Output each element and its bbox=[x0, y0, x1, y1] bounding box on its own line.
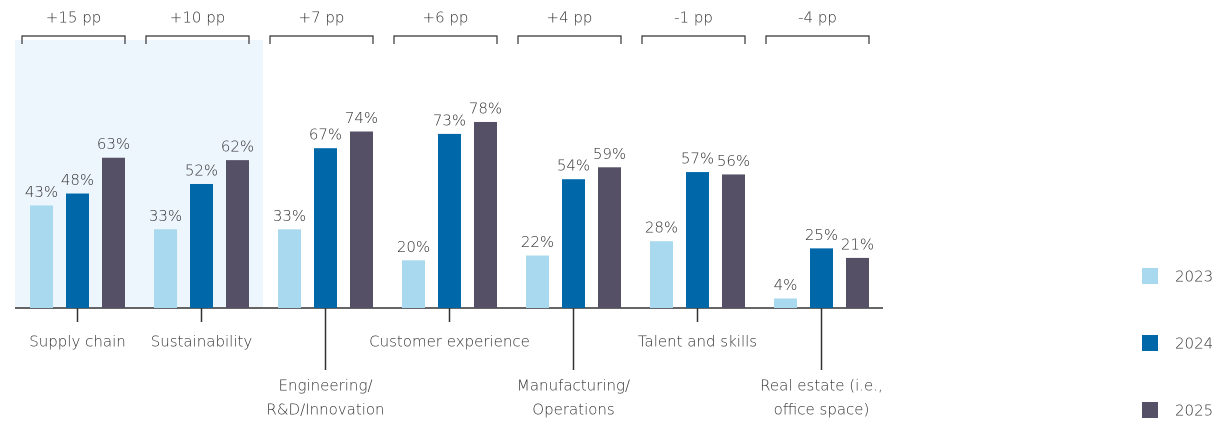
legend-swatch bbox=[1142, 268, 1158, 284]
bar bbox=[278, 229, 301, 308]
bracket bbox=[517, 35, 622, 44]
bar bbox=[722, 174, 745, 308]
value-label: 78% bbox=[469, 99, 502, 117]
value-label: 43% bbox=[25, 183, 58, 201]
bracket bbox=[641, 35, 746, 44]
category-label: Real estate (i.e., bbox=[760, 377, 883, 395]
value-label: 63% bbox=[97, 135, 130, 153]
value-label: 25% bbox=[805, 226, 838, 244]
bar bbox=[686, 172, 709, 308]
difference-label: +4 pp bbox=[547, 9, 593, 27]
bar bbox=[650, 241, 673, 308]
category-label: Engineering/ bbox=[278, 377, 372, 395]
category-label: Manufacturing/ bbox=[517, 377, 630, 395]
category-label: R&D/Innovation bbox=[266, 401, 384, 419]
bar bbox=[314, 148, 337, 308]
value-label: 4% bbox=[774, 276, 798, 294]
value-label: 20% bbox=[397, 238, 430, 256]
bar bbox=[350, 131, 373, 308]
value-label: 33% bbox=[273, 207, 306, 225]
category-label: Supply chain bbox=[29, 333, 126, 351]
bar bbox=[226, 160, 249, 308]
bracket bbox=[393, 35, 498, 44]
bar bbox=[66, 193, 89, 308]
value-label: 67% bbox=[309, 126, 342, 144]
value-label: 74% bbox=[345, 109, 378, 127]
value-label: 48% bbox=[61, 171, 94, 189]
bar bbox=[474, 121, 497, 308]
highlight-band bbox=[15, 40, 263, 308]
category-label: Sustainability bbox=[151, 333, 253, 351]
bar bbox=[526, 255, 549, 308]
difference-label: -1 pp bbox=[674, 9, 713, 27]
bar bbox=[562, 179, 585, 308]
value-label: 62% bbox=[221, 138, 254, 156]
bar bbox=[846, 257, 869, 308]
category-label: Operations bbox=[532, 401, 614, 419]
bar bbox=[190, 183, 213, 308]
value-label: 22% bbox=[521, 233, 554, 251]
value-label: 21% bbox=[841, 235, 874, 253]
difference-label: +7 pp bbox=[299, 9, 345, 27]
value-label: 52% bbox=[185, 161, 218, 179]
value-label: 73% bbox=[433, 111, 466, 129]
bracket bbox=[21, 35, 126, 44]
legend-swatch bbox=[1142, 402, 1158, 418]
bar bbox=[774, 298, 797, 308]
difference-label: +6 pp bbox=[423, 9, 469, 27]
difference-label: +15 pp bbox=[46, 9, 101, 27]
value-label: 54% bbox=[557, 157, 590, 175]
value-label: 57% bbox=[681, 150, 714, 168]
bracket bbox=[765, 35, 870, 44]
bar bbox=[402, 260, 425, 308]
value-label: 33% bbox=[149, 207, 182, 225]
bar bbox=[598, 167, 621, 308]
legend-swatch bbox=[1142, 335, 1158, 351]
bar bbox=[154, 229, 177, 308]
bracket bbox=[269, 35, 374, 44]
value-label: 59% bbox=[593, 145, 626, 163]
value-label: 56% bbox=[717, 152, 750, 170]
bar bbox=[438, 133, 461, 308]
legend-label: 2023 bbox=[1175, 268, 1213, 286]
legend-label: 2024 bbox=[1175, 335, 1213, 353]
difference-label: +10 pp bbox=[170, 9, 225, 27]
difference-label: -4 pp bbox=[798, 9, 837, 27]
bar bbox=[102, 157, 125, 308]
bar bbox=[810, 248, 833, 308]
bracket bbox=[145, 35, 250, 44]
legend-label: 2025 bbox=[1175, 402, 1213, 420]
category-label: Customer experience bbox=[369, 333, 530, 351]
category-label: office space) bbox=[774, 401, 870, 419]
value-label: 28% bbox=[645, 219, 678, 237]
bar bbox=[30, 205, 53, 308]
category-label: Talent and skills bbox=[638, 333, 757, 351]
